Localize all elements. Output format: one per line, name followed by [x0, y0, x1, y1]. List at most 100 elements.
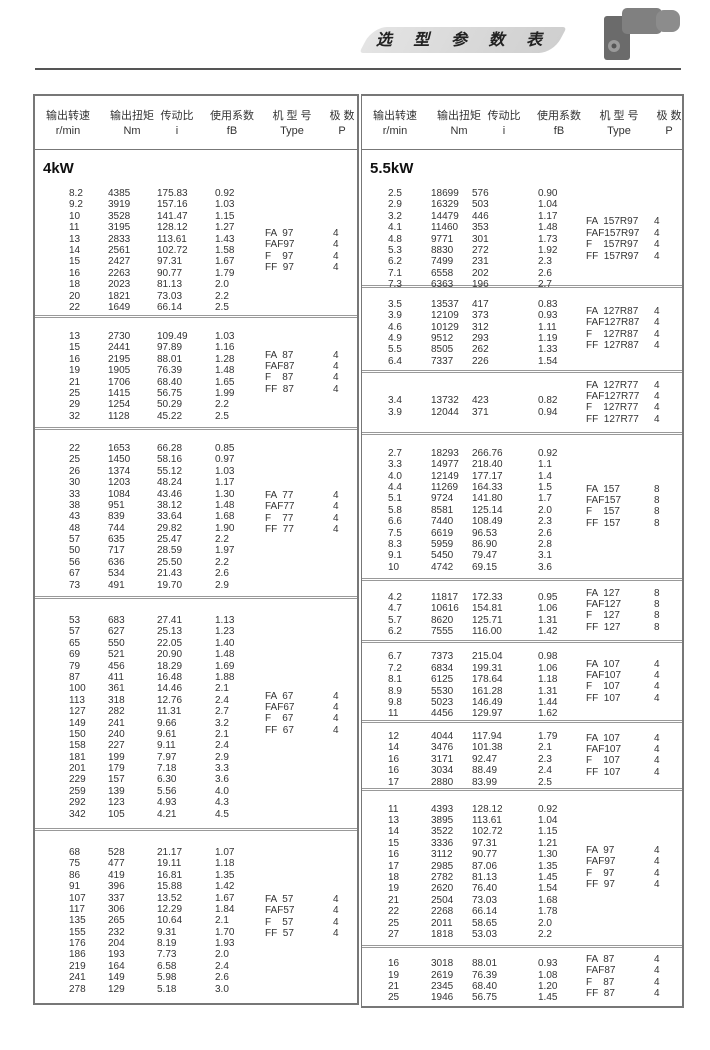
cell-torque: 240 — [108, 728, 125, 740]
cell-service-factor: 1.03 — [215, 465, 235, 477]
cell-service-factor: 3.6 — [538, 561, 552, 573]
cell-speed: 22 — [69, 442, 81, 454]
table-row: 292 123 4.93 4.3 — [35, 797, 255, 808]
cell-torque: 9724 — [431, 493, 454, 505]
cell-service-factor: 3.3 — [215, 763, 229, 775]
cell-service-factor: 1.18 — [538, 674, 558, 686]
type-model: F 87 — [586, 977, 615, 988]
cell-ratio: 73.03 — [472, 894, 498, 906]
cell-service-factor: 1.15 — [215, 210, 235, 222]
column-header-unit: r/min — [55, 125, 81, 137]
cell-service-factor: 2.5 — [538, 776, 552, 788]
cell-speed: 6.6 — [388, 516, 402, 528]
cell-ratio: 25.13 — [157, 626, 183, 638]
type-model: F 127R87 — [586, 329, 639, 340]
cell-torque: 1818 — [431, 928, 454, 940]
cell-torque: 2620 — [431, 883, 454, 895]
cell-ratio: 12.29 — [157, 903, 183, 915]
cell-ratio: 56.75 — [472, 992, 498, 1004]
cell-speed: 181 — [69, 751, 86, 763]
cell-service-factor: 1.48 — [215, 499, 235, 511]
cell-service-factor: 1.4 — [538, 470, 552, 482]
column-header-unit: i — [502, 125, 506, 137]
cell-service-factor: 1.42 — [215, 881, 235, 893]
cell-ratio: 312 — [472, 321, 489, 333]
cell-ratio: 68.40 — [472, 981, 498, 992]
pole-count: 4 — [654, 732, 660, 744]
table-row: 22 1649 66.14 2.5 — [35, 302, 255, 313]
cell-speed: 22 — [69, 301, 81, 313]
table-row: 7.2 6834 199.31 1.06 — [362, 663, 582, 674]
cell-speed: 113 — [69, 694, 85, 706]
cell-torque: 14977 — [431, 459, 459, 471]
cell-ratio: 446 — [472, 210, 489, 222]
cell-speed: 292 — [69, 797, 86, 809]
cell-ratio: 7.97 — [157, 751, 177, 763]
cell-speed: 18 — [69, 279, 81, 291]
cell-service-factor: 2.6 — [538, 267, 552, 279]
type-model: FAF107 — [586, 744, 622, 756]
cell-service-factor: 1.65 — [215, 376, 235, 388]
pole-count: 4 — [654, 965, 660, 977]
cell-ratio: 4.93 — [157, 797, 177, 809]
table-row: 87 411 16.48 1.88 — [35, 672, 255, 683]
type-model-row: F 107 4 — [586, 756, 664, 767]
table-row: 342 105 4.21 4.5 — [35, 809, 255, 820]
cell-service-factor: 2.0 — [538, 504, 552, 516]
cell-speed: 7.2 — [388, 662, 402, 674]
cell-speed: 2.5 — [388, 188, 402, 199]
cell-torque: 6363 — [431, 279, 454, 291]
column-header-unit: Nm — [123, 125, 141, 137]
pole-count: 4 — [333, 261, 339, 273]
pole-count: 8 — [654, 587, 660, 599]
cell-speed: 68 — [69, 846, 81, 858]
cell-service-factor: 1.45 — [538, 872, 558, 883]
type-model-row: F 57 4 — [265, 917, 343, 928]
table-row: 69 521 20.90 1.48 — [35, 649, 255, 660]
cell-torque: 411 — [108, 671, 124, 683]
cell-service-factor: 1.35 — [215, 869, 235, 881]
cell-ratio: 86.90 — [472, 538, 498, 550]
cell-speed: 27 — [388, 928, 400, 940]
cell-torque: 3112 — [431, 849, 453, 861]
table-row: 241 149 5.98 2.6 — [35, 972, 255, 983]
cell-service-factor: 2.6 — [215, 972, 229, 984]
cell-service-factor: 1.73 — [538, 233, 558, 245]
pole-count: 4 — [333, 239, 339, 251]
type-model: FA 107 — [586, 732, 620, 744]
table-header: 输出转速 r/min 输出扭矩 Nm 传动比 i 使用系数 fB 机 型 号 Type 极 数 P — [35, 96, 357, 150]
cell-speed: 4.2 — [388, 591, 402, 603]
type-model: FF 87 — [586, 988, 615, 1000]
cell-ratio: 157.16 — [157, 199, 188, 211]
table-row: 3.9 12044 371 0.94 — [362, 407, 582, 418]
type-model-row: FF 77 4 — [265, 524, 343, 535]
pole-count: 4 — [333, 724, 339, 736]
table-row: 3.3 14977 218.40 1.1 — [362, 459, 582, 470]
table-row: 16 2263 90.77 1.79 — [35, 268, 255, 279]
cell-speed: 3.4 — [388, 395, 402, 407]
cell-service-factor: 2.1 — [215, 683, 229, 695]
cell-speed: 15 — [388, 837, 400, 849]
cell-ratio: 43.46 — [157, 488, 183, 500]
cell-speed: 9.1 — [388, 550, 402, 562]
gear-motor-image — [604, 8, 680, 60]
cell-service-factor: 2.9 — [215, 751, 229, 763]
type-list: FA 77 4 FAF77 4 F 77 4 FF 77 4 — [265, 490, 343, 536]
cell-ratio: 373 — [472, 310, 489, 322]
type-model-row: FA 157 8 — [586, 484, 664, 495]
table-row: 29 1254 50.29 2.2 — [35, 399, 255, 410]
cell-service-factor: 1.03 — [215, 330, 235, 342]
cell-speed: 8.1 — [388, 674, 402, 686]
cell-torque: 1905 — [108, 365, 131, 377]
type-model: FAF157R97 — [586, 227, 640, 239]
table-row: 9.2 3919 157.16 1.03 — [35, 199, 255, 210]
type-list: FA 107 4 FAF107 4 F 107 4 FF 107 4 — [586, 659, 664, 705]
table-row: 6.6 7440 108.49 2.3 — [362, 516, 582, 527]
cell-service-factor: 2.4 — [215, 740, 229, 752]
cell-torque: 683 — [108, 614, 125, 626]
column-header-cn: 极 数 — [329, 110, 355, 122]
cell-speed: 9.8 — [388, 696, 402, 708]
type-list: FA 107 4 FAF107 4 F 107 4 FF 107 4 — [586, 733, 664, 779]
cell-speed: 69 — [69, 649, 81, 661]
type-model: F 77 — [265, 513, 294, 524]
